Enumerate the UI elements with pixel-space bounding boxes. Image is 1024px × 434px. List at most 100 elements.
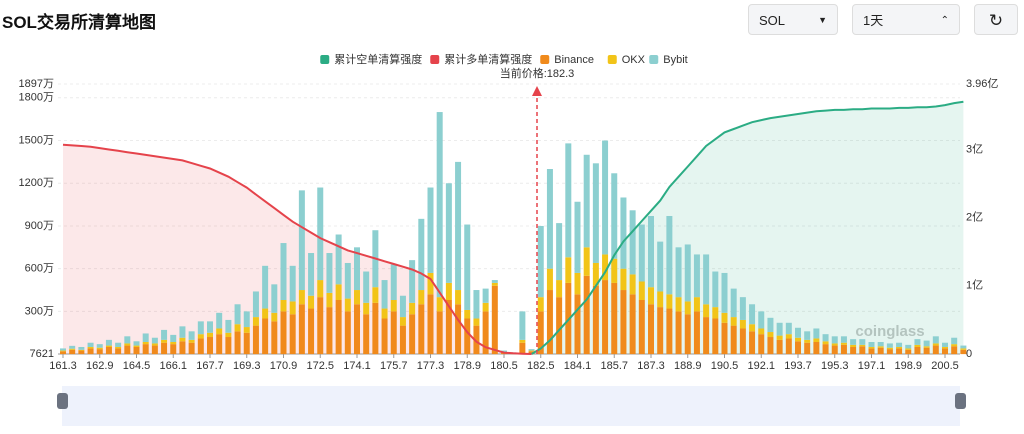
- bar: [170, 344, 177, 355]
- bar: [951, 337, 958, 345]
- bar: [914, 344, 921, 347]
- bar: [409, 260, 416, 303]
- legend-swatch: [540, 55, 550, 64]
- bar: [252, 291, 259, 318]
- bar: [105, 346, 112, 355]
- bar: [583, 247, 590, 276]
- bar: [262, 308, 269, 319]
- bar: [96, 344, 103, 348]
- bar: [473, 290, 480, 319]
- bar: [363, 271, 370, 303]
- y-tick-label: 1800万: [19, 92, 54, 104]
- bar: [133, 341, 140, 346]
- bar: [528, 351, 535, 355]
- bar: [932, 336, 939, 344]
- bar: [675, 247, 682, 298]
- bar: [335, 284, 342, 301]
- bar: [298, 190, 305, 291]
- bar: [840, 336, 847, 343]
- bar: [896, 342, 903, 347]
- symbol-select[interactable]: SOL ▼: [748, 4, 838, 35]
- bar: [335, 234, 342, 285]
- bar: [399, 317, 406, 326]
- bar: [914, 339, 921, 345]
- bar: [409, 314, 416, 355]
- refresh-button[interactable]: ↻: [974, 4, 1018, 35]
- bar: [822, 344, 829, 355]
- x-tick-label: 170.9: [270, 360, 298, 372]
- bar: [115, 346, 122, 349]
- bar: [133, 346, 140, 355]
- bar: [354, 304, 360, 355]
- bar: [703, 304, 710, 318]
- bar: [886, 343, 893, 348]
- legend-label: OKX: [622, 54, 646, 66]
- bar: [381, 308, 388, 319]
- bar: [445, 300, 452, 355]
- range-select[interactable]: 1天 ⌃: [852, 4, 960, 35]
- bar: [813, 338, 820, 343]
- bar: [482, 311, 489, 355]
- plot-background: [58, 83, 964, 355]
- bar: [684, 314, 691, 355]
- bar: [161, 342, 168, 355]
- bar: [831, 336, 838, 344]
- bar: [78, 346, 85, 350]
- bar: [519, 342, 526, 355]
- bar: [776, 322, 783, 336]
- bar: [620, 290, 627, 355]
- y2-tick-label: 3.96亿: [966, 77, 998, 90]
- bar: [243, 332, 250, 355]
- bar: [868, 346, 875, 349]
- bar: [317, 297, 324, 355]
- bar: [592, 285, 599, 355]
- bar: [427, 272, 434, 295]
- x-tick-label: 178.9: [453, 360, 481, 372]
- bar: [822, 334, 829, 342]
- bar: [868, 342, 875, 347]
- bar: [712, 271, 719, 308]
- bar: [611, 282, 618, 355]
- y2-tick-label: 0: [966, 348, 972, 360]
- symbol-value: SOL: [759, 13, 786, 28]
- bar: [381, 318, 388, 355]
- bar: [868, 348, 875, 355]
- bar: [537, 297, 544, 312]
- bar: [537, 225, 544, 298]
- bar: [785, 334, 792, 339]
- bar: [298, 304, 305, 355]
- bar: [877, 346, 884, 348]
- bar: [491, 280, 498, 283]
- bar: [308, 308, 315, 355]
- bar: [298, 290, 305, 305]
- x-tick-label: 198.9: [894, 360, 922, 372]
- bar: [326, 253, 333, 293]
- bar: [776, 335, 783, 340]
- bar: [785, 322, 792, 335]
- x-tick-label: 195.3: [821, 360, 849, 372]
- bar: [721, 312, 728, 323]
- y-tick-label: 1200万: [19, 177, 54, 189]
- bar: [574, 272, 581, 295]
- legend-swatch: [649, 55, 659, 64]
- bar: [583, 154, 590, 248]
- bar: [776, 339, 783, 355]
- bar: [629, 274, 636, 295]
- bar: [923, 347, 930, 355]
- bar: [161, 339, 168, 343]
- bar: [693, 311, 700, 355]
- bar: [179, 337, 186, 342]
- bar: [556, 223, 563, 281]
- x-tick-label: 197.1: [858, 360, 886, 372]
- y2-tick-label: 2亿: [966, 211, 983, 224]
- legend: 累计空单清算强度 累计多单清算强度 Binance OKX Bybit: [320, 52, 688, 66]
- bar: [758, 311, 765, 329]
- bar: [317, 187, 324, 281]
- bar: [592, 262, 599, 286]
- bar: [418, 218, 425, 291]
- bar: [749, 304, 756, 325]
- bar: [179, 341, 186, 355]
- bar: [795, 341, 801, 355]
- bar: [87, 348, 94, 355]
